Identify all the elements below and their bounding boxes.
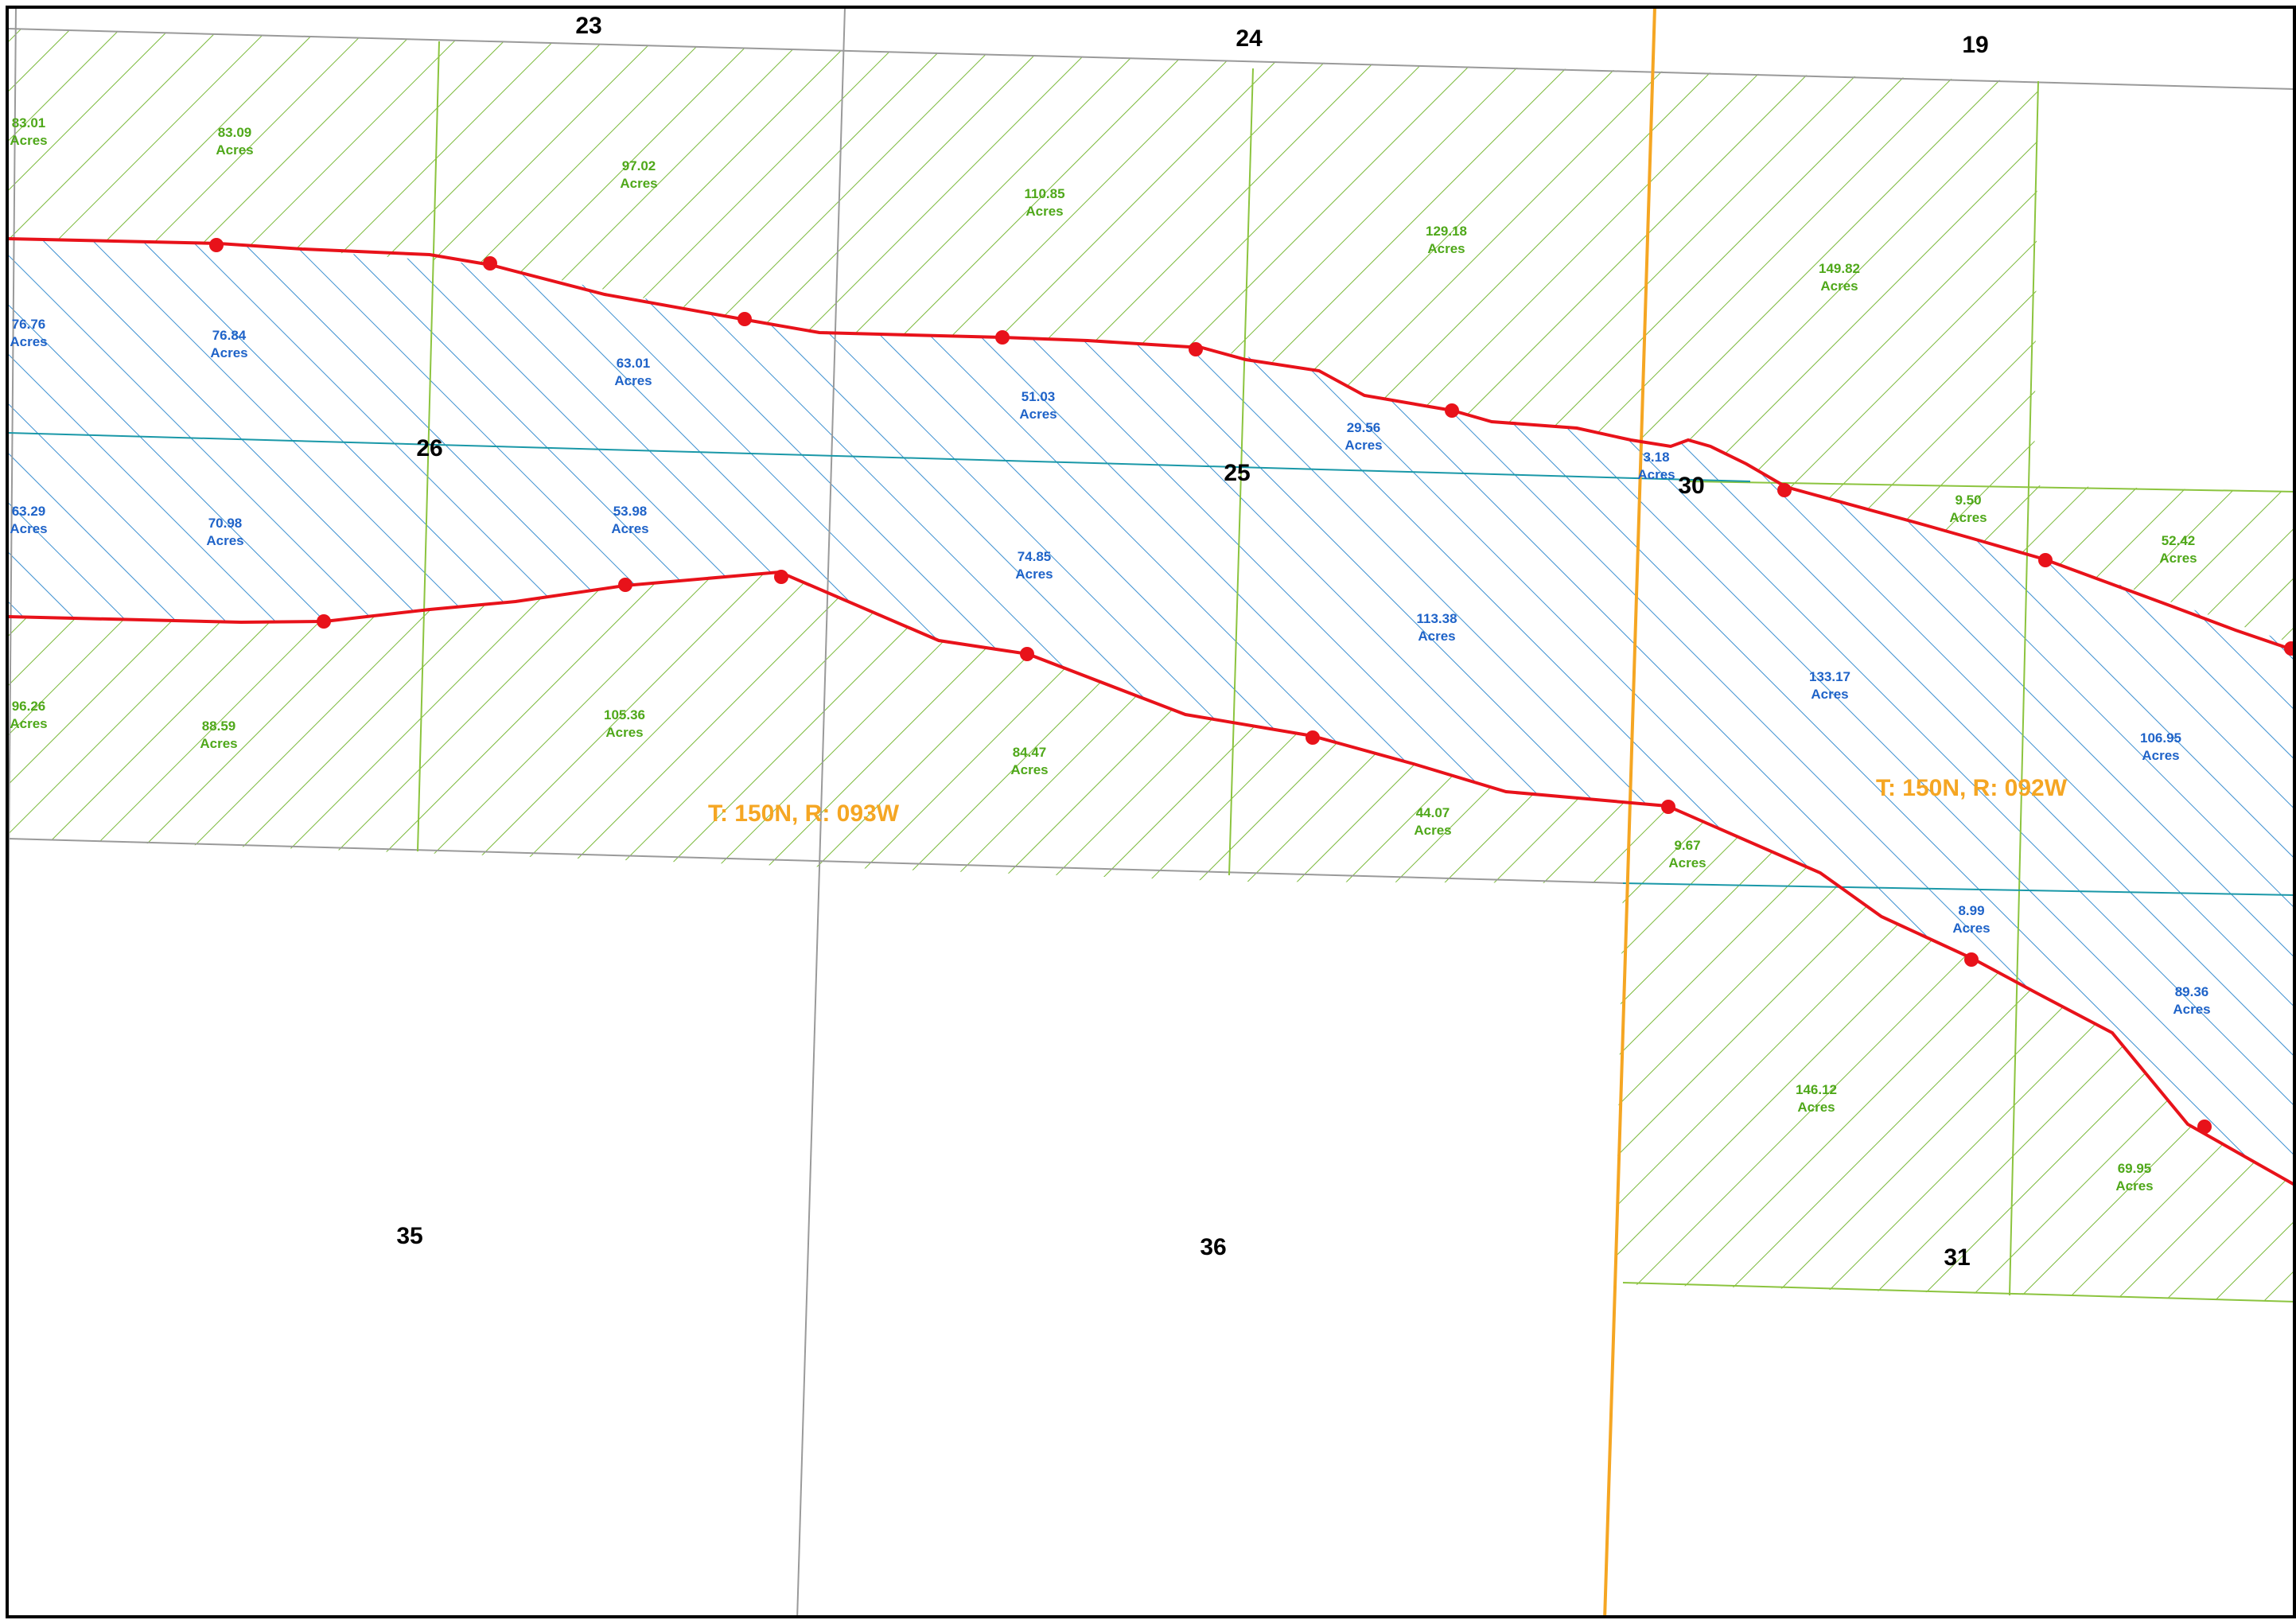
tract-acreage-label: 53.98 Acres bbox=[611, 504, 648, 536]
tract-acreage-label: 133.17 Acres bbox=[1809, 669, 1850, 702]
section-35-label: 35 bbox=[396, 1223, 422, 1249]
tract-acreage-label: 8.99 Acres bbox=[1952, 903, 1990, 936]
section-31-label: 31 bbox=[1944, 1244, 1970, 1271]
tract-acreage-label: 52.42 Acres bbox=[2159, 533, 2197, 566]
tract-acreage-label: 44.07 Acres bbox=[1414, 805, 1451, 838]
tract-acreage-label: 51.03 Acres bbox=[1019, 389, 1057, 422]
tract-acreage-label: 70.98 Acres bbox=[206, 516, 243, 548]
inside-tract-boundaries bbox=[7, 432, 2296, 896]
tract-acreage-label: 74.85 Acres bbox=[1015, 549, 1053, 582]
tract-acreage-label: 105.36 Acres bbox=[604, 707, 645, 740]
section-30-label: 30 bbox=[1678, 473, 1704, 499]
tract-acreage-label: 149.82 Acres bbox=[1819, 261, 1860, 294]
map-frame bbox=[6, 6, 2296, 1618]
outside-tract-boundaries bbox=[417, 41, 2296, 1303]
tract-acreage-label: 129.18 Acres bbox=[1426, 224, 1467, 256]
tract-acreage-label: 113.38 Acres bbox=[1416, 611, 1457, 644]
tract-acreage-label: 63.01 Acres bbox=[614, 356, 652, 388]
tract-acreage-label: 76.76 Acres bbox=[10, 317, 47, 349]
section-26-label: 26 bbox=[416, 435, 442, 461]
tract-acreage-label: 88.59 Acres bbox=[200, 718, 237, 751]
tract-acreage-label: 83.09 Acres bbox=[216, 125, 253, 158]
township-label-093w: T: 150N, R: 093W bbox=[708, 800, 900, 827]
tract-acreage-label: 76.84 Acres bbox=[210, 328, 247, 360]
township-label-092w: T: 150N, R: 092W bbox=[1876, 775, 2068, 801]
tract-acreage-label: 63.29 Acres bbox=[10, 504, 47, 536]
tract-acreage-label: 84.47 Acres bbox=[1010, 745, 1048, 777]
tract-acreage-label: 146.12 Acres bbox=[1796, 1082, 1837, 1115]
section-lines bbox=[7, 7, 2296, 1618]
tract-acreage-label: 9.67 Acres bbox=[1668, 838, 1706, 870]
inside-corridor bbox=[8, 239, 2296, 1186]
tract-acreage-label: 83.01 Acres bbox=[10, 115, 47, 148]
tract-acreage-label: 96.26 Acres bbox=[10, 699, 47, 731]
acreage-labels: 83.01 Acres 83.09 Acres 97.02 Acres 110.85 A… bbox=[10, 115, 2210, 1194]
section-36-label: 36 bbox=[1200, 1234, 1226, 1260]
tract-acreage-label: 97.02 Acres bbox=[620, 158, 657, 191]
section-labels: 23 24 19 26 25 30 35 36 31 bbox=[396, 13, 1988, 1271]
outside-area-north bbox=[8, 29, 2296, 644]
tract-acreage-label: 110.85 Acres bbox=[1024, 186, 1064, 219]
section-25-label: 25 bbox=[1224, 460, 1250, 486]
tract-acreage-label: 29.56 Acres bbox=[1345, 420, 1382, 453]
section-24-label: 24 bbox=[1236, 25, 1263, 52]
township-line bbox=[1603, 7, 1656, 1618]
tract-acreage-label: 9.50 Acres bbox=[1949, 493, 1987, 525]
outside-area-south bbox=[8, 572, 2296, 1302]
section-23-label: 23 bbox=[575, 13, 601, 39]
tract-acreage-label: 106.95 Acres bbox=[2140, 730, 2181, 763]
tract-acreage-label: 69.95 Acres bbox=[2115, 1161, 2153, 1194]
tract-acreage-label: 89.36 Acres bbox=[2173, 984, 2210, 1017]
tract-acreage-label: 3.18 Acres bbox=[1637, 450, 1675, 482]
section-19-label: 19 bbox=[1962, 32, 1988, 58]
